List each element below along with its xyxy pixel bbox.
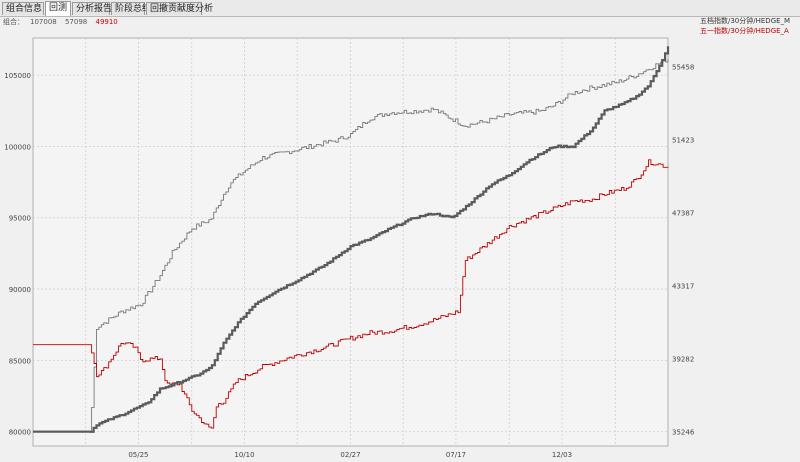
left-axis-tick-label: 85000 xyxy=(9,357,31,365)
series-line-hedge-m xyxy=(33,46,670,433)
left-axis-tick-label: 80000 xyxy=(9,429,31,437)
tab-bar: 组合信息 回测 分析报告 阶段总结 回撤贡献度分析 xyxy=(0,0,800,17)
left-axis-tick-label: 100000 xyxy=(4,143,31,151)
chart-legend: 五档指数/30分钟/HEDGE_M 五一指数/30分钟/HEDGE_A xyxy=(700,16,800,56)
x-axis-tick-label: 10/10 xyxy=(234,451,254,459)
summary-label: 组合： xyxy=(3,18,24,26)
right-axis-tick-label: 47387 xyxy=(672,209,694,217)
summary-value-1: 107008 xyxy=(30,18,57,26)
left-axis-tick-label: 90000 xyxy=(9,286,31,294)
x-axis-tick-label: 05/25 xyxy=(128,451,148,459)
tab-analysis-report[interactable]: 分析报告 xyxy=(72,2,112,15)
left-axis-tick-label: 105000 xyxy=(4,72,31,80)
legend-entry-hedge-a[interactable]: 五一指数/30分钟/HEDGE_A xyxy=(700,27,789,35)
tab-portfolio-info[interactable]: 组合信息 xyxy=(2,2,44,15)
right-axis-tick-label: 35246 xyxy=(672,428,695,436)
left-axis-tick-label: 95000 xyxy=(9,215,31,223)
x-axis-tick-label: 07/17 xyxy=(446,451,466,459)
x-axis-tick-label: 12/03 xyxy=(552,451,572,459)
tab-backtest[interactable]: 回测 xyxy=(45,1,71,16)
legend-entry-hedge-m[interactable]: 五档指数/30分钟/HEDGE_M xyxy=(700,17,791,25)
right-axis-tick-label: 43317 xyxy=(672,283,694,291)
right-axis-tick-label: 55458 xyxy=(672,64,694,72)
portfolio-summary: 组合： 107008 57098 49910 xyxy=(3,17,124,27)
series-line-thin-gray xyxy=(33,58,669,432)
tab-stage-summary[interactable]: 阶段总结 xyxy=(111,2,151,15)
backtest-chart: 80000 85000 90000 95000 100000 105000 35246 392… xyxy=(4,37,695,459)
summary-value-2: 57098 xyxy=(64,18,88,26)
right-axis-tick-label: 51423 xyxy=(672,137,694,145)
tab-drawdown-contribution[interactable]: 回撤贡献度分析 xyxy=(146,2,213,15)
right-axis-tick-label: 39282 xyxy=(672,356,694,364)
summary-value-3: 49910 xyxy=(95,18,118,26)
x-axis-tick-label: 02/27 xyxy=(340,451,360,459)
series-line-hedge-a xyxy=(33,159,669,429)
